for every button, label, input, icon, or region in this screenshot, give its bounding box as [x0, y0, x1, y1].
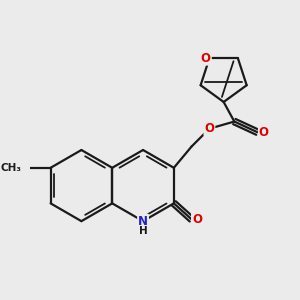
Text: O: O — [201, 52, 211, 65]
Text: O: O — [259, 126, 269, 139]
Text: O: O — [192, 213, 202, 226]
Text: CH₃: CH₃ — [0, 163, 21, 173]
Text: H: H — [139, 226, 147, 236]
Text: O: O — [204, 122, 214, 135]
Text: N: N — [138, 215, 148, 228]
